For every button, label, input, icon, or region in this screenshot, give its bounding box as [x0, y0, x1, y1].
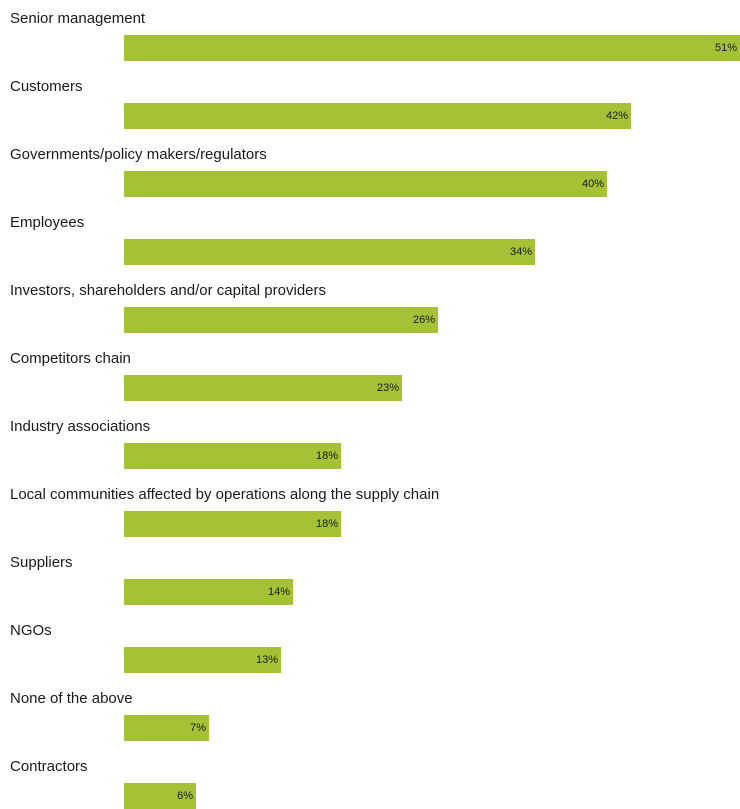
- category-label: Contractors: [10, 758, 88, 775]
- bar-value-label: 26%: [412, 314, 435, 326]
- bar-value-label: 6%: [177, 790, 193, 802]
- category-label: NGOs: [10, 622, 52, 639]
- bar-value-label: 14%: [267, 586, 290, 598]
- category-label: Investors, shareholders and/or capital p…: [10, 282, 326, 299]
- category-label: Governments/policy makers/regulators: [10, 146, 267, 163]
- bar: [124, 443, 341, 469]
- category-label: Competitors chain: [10, 350, 131, 367]
- bar-value-label: 18%: [315, 518, 338, 530]
- bar: [124, 239, 535, 265]
- bar: [124, 375, 402, 401]
- bar-value-label: 7%: [190, 722, 206, 734]
- bar: [124, 171, 607, 197]
- bar-value-label: 34%: [509, 246, 532, 258]
- bar-value-label: 18%: [315, 450, 338, 462]
- bar: [124, 579, 293, 605]
- bar: [124, 35, 740, 61]
- bar: [124, 647, 281, 673]
- category-label: Senior management: [10, 10, 146, 27]
- bar-value-label: 13%: [255, 654, 278, 666]
- bar: [124, 307, 438, 333]
- bar-value-label: 42%: [605, 110, 628, 122]
- category-label: None of the above: [10, 690, 133, 707]
- bar: [124, 103, 631, 129]
- category-label: Suppliers: [10, 554, 73, 571]
- category-label: Local communities affected by operations…: [10, 486, 440, 503]
- category-label: Customers: [10, 78, 83, 95]
- category-label: Industry associations: [10, 418, 151, 435]
- bar: [124, 511, 341, 537]
- bar: [124, 715, 209, 741]
- category-label: Employees: [10, 214, 85, 231]
- bar-value-label: 40%: [581, 178, 604, 190]
- bar-value-label: 23%: [376, 382, 399, 394]
- bar-value-label: 51%: [714, 42, 737, 54]
